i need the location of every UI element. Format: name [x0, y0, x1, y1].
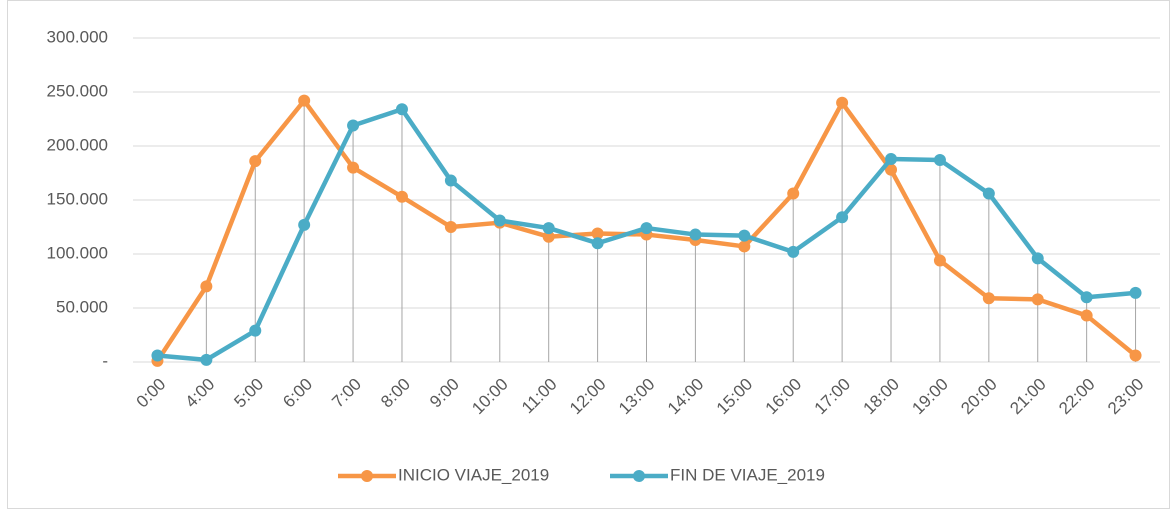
x-tick-label: 0:00: [133, 375, 170, 412]
point: [298, 94, 311, 107]
x-tick-label: 20:00: [957, 375, 1001, 419]
x-tick-label: 18:00: [860, 375, 904, 419]
point: [885, 163, 898, 176]
point: [689, 228, 702, 241]
point: [738, 240, 751, 253]
x-tick-label: 15:00: [713, 375, 757, 419]
point: [395, 103, 408, 116]
point: [249, 155, 262, 168]
x-tick-label: 23:00: [1104, 375, 1148, 419]
point: [542, 230, 555, 243]
point: [200, 353, 213, 366]
x-tick-label: 16:00: [762, 375, 806, 419]
point: [982, 187, 995, 200]
y-tick-label: 250.000: [47, 81, 108, 100]
point: [787, 245, 800, 258]
y-tick-label: 100.000: [47, 243, 108, 262]
point: [1031, 252, 1044, 265]
x-tick-label: 7:00: [328, 375, 365, 412]
x-tick-label: 12:00: [566, 375, 610, 419]
x-tick-label: 14:00: [664, 375, 708, 419]
y-tick-label: 50.000: [56, 297, 108, 316]
x-tick-label: 17:00: [811, 375, 855, 419]
point: [1080, 309, 1093, 322]
x-tick-label: 8:00: [377, 375, 414, 412]
legend-marker: [361, 470, 373, 482]
x-tick-label: 5:00: [230, 375, 267, 412]
x-tick-label: 22:00: [1055, 375, 1099, 419]
x-tick-label: 11:00: [518, 375, 561, 418]
point: [885, 152, 898, 165]
point: [787, 187, 800, 200]
point: [982, 292, 995, 305]
chart-frame: [7, 0, 1170, 509]
y-tick-label: 300.000: [47, 27, 108, 46]
x-tick-label: 10:00: [468, 375, 512, 419]
legend-marker: [633, 470, 645, 482]
point: [298, 218, 311, 231]
legend-label: FIN DE VIAJE_2019: [670, 465, 825, 484]
point: [933, 154, 946, 167]
y-tick-label: 150.000: [47, 189, 108, 208]
point: [591, 227, 604, 240]
point: [1129, 286, 1142, 299]
point: [1080, 291, 1093, 304]
x-tick-label: 21:00: [1006, 375, 1050, 419]
point: [1129, 349, 1142, 362]
x-tick-label: 6:00: [279, 375, 316, 412]
y-tick-label: -: [102, 351, 108, 370]
point: [395, 190, 408, 203]
point: [151, 349, 164, 362]
legend-label: INICIO VIAJE_2019: [398, 465, 549, 484]
point: [640, 222, 653, 235]
point: [591, 237, 604, 250]
y-tick-label: 200.000: [47, 135, 108, 154]
point: [347, 161, 360, 174]
point: [836, 211, 849, 224]
point: [836, 96, 849, 109]
point: [542, 222, 555, 235]
point: [933, 254, 946, 267]
x-tick-label: 13:00: [615, 375, 659, 419]
point: [444, 174, 457, 187]
point: [249, 324, 262, 337]
x-tick-label: 19:00: [908, 375, 952, 419]
point: [1031, 293, 1044, 306]
x-tick-label: 4:00: [182, 375, 219, 412]
x-tick-label: 9:00: [426, 375, 463, 412]
point: [347, 119, 360, 132]
point: [738, 229, 751, 242]
point: [200, 280, 213, 293]
point: [493, 214, 506, 227]
point: [444, 221, 457, 233]
